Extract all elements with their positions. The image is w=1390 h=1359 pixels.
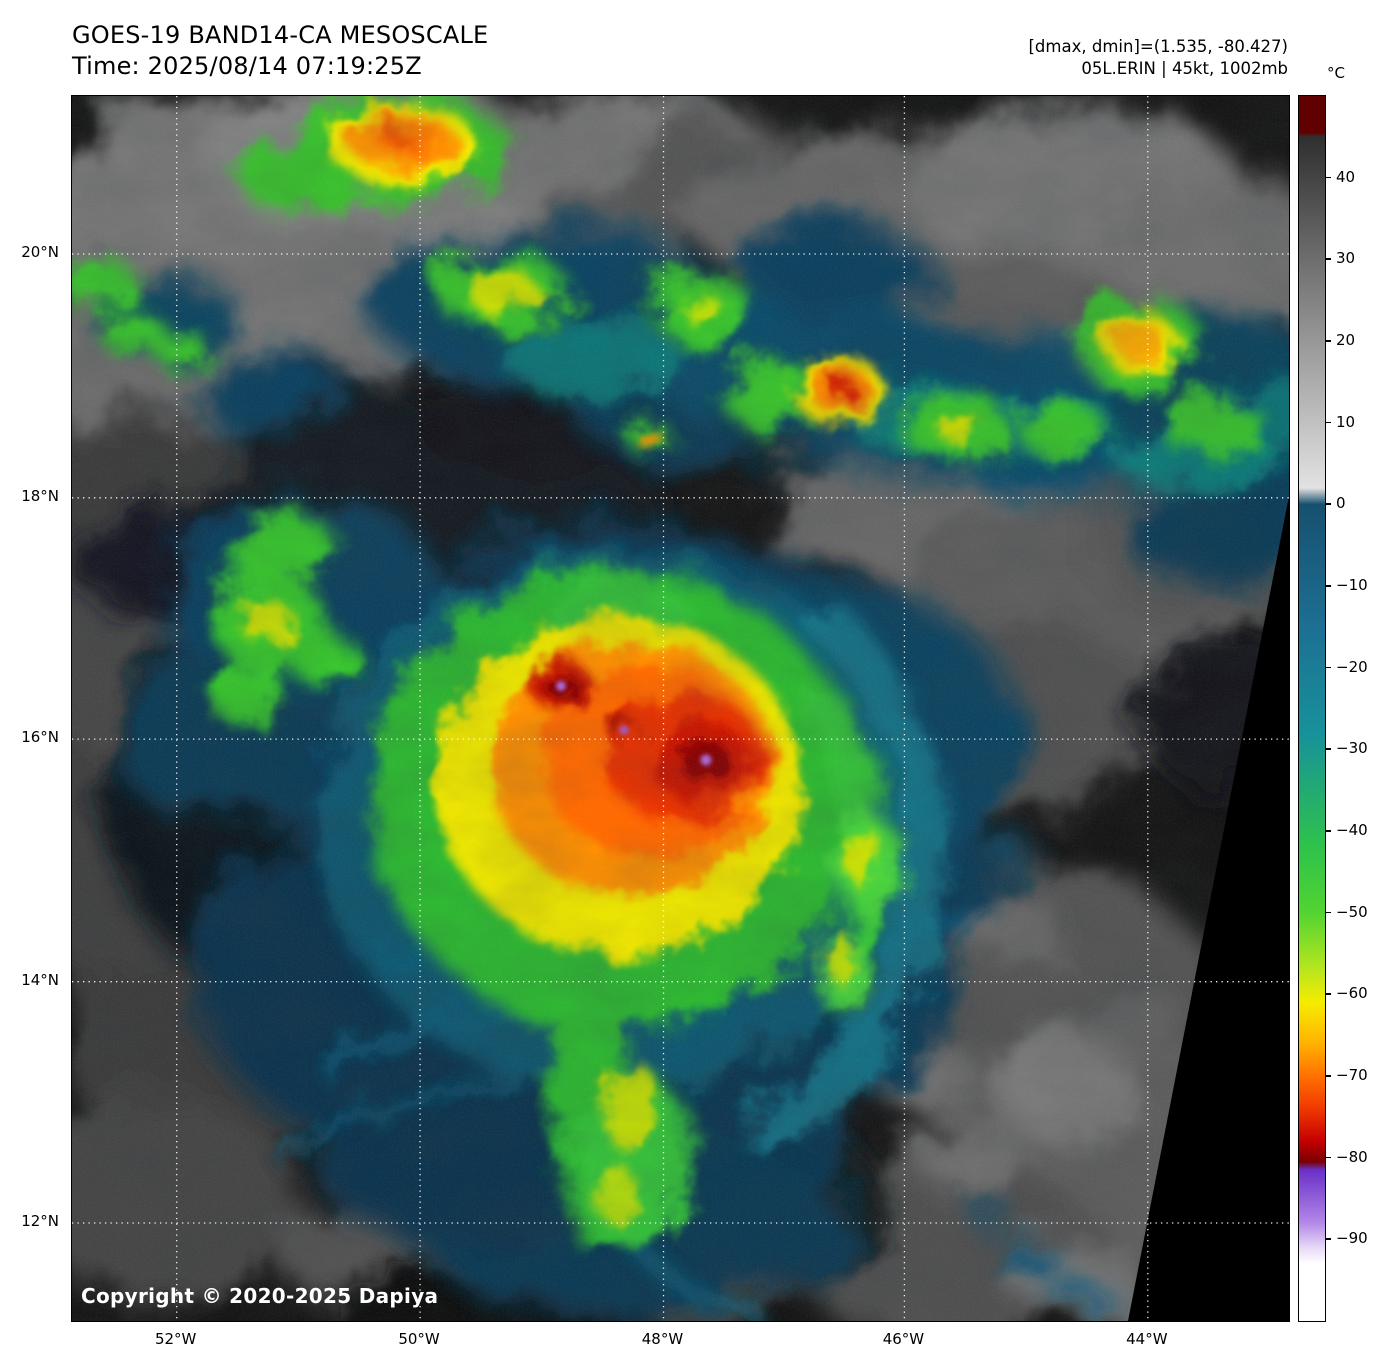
- colorbar-tick-mark: [1326, 176, 1331, 179]
- colorbar-tick-mark: [1326, 585, 1331, 587]
- colorbar-tick-mark: [1326, 993, 1331, 995]
- colorbar-tick-label: −50: [1336, 902, 1368, 921]
- colorbar-tick-mark: [1326, 258, 1331, 260]
- info-block: [dmax, dmin]=(1.535, -80.427) 05L.ERIN |…: [1029, 36, 1289, 80]
- colorbar-tick-mark: [1326, 1156, 1331, 1159]
- satellite-map: Copyright © 2020-2025 Dapiya: [71, 95, 1290, 1322]
- colorbar-tick-label: −70: [1336, 1066, 1368, 1084]
- colorbar-tick-label: 40: [1336, 167, 1356, 186]
- lat-label: 20°N: [21, 243, 59, 262]
- colorbar-unit: °C: [1327, 64, 1345, 82]
- colorbar-tick-label: 10: [1336, 412, 1356, 431]
- colorbar-tick-label: −60: [1336, 984, 1368, 1003]
- colorbar-tick-mark: [1326, 748, 1331, 750]
- title-block: GOES-19 BAND14-CA MESOSCALE Time: 2025/0…: [72, 20, 488, 82]
- colorbar-tick-mark: [1326, 911, 1331, 914]
- lat-label: 16°N: [21, 728, 59, 747]
- lon-label: 44°W: [1126, 1330, 1168, 1348]
- colorbar-tick-label: 30: [1336, 249, 1356, 268]
- colorbar-tick-mark: [1326, 1075, 1331, 1077]
- lon-label: 46°W: [882, 1330, 925, 1348]
- colorbar-tick-label: 20: [1336, 331, 1356, 349]
- colorbar-tick-label: 0: [1336, 494, 1346, 513]
- satellite-imagery: [72, 96, 1289, 1321]
- lon-label: 50°W: [398, 1330, 440, 1348]
- colorbar-tick-label: −20: [1336, 657, 1368, 676]
- lat-label: 12°N: [21, 1212, 59, 1230]
- colorbar-tick-mark: [1326, 830, 1331, 832]
- colorbar-tick-mark: [1326, 503, 1331, 505]
- colorbar-tick-mark: [1326, 340, 1331, 342]
- lat-label: 14°N: [21, 970, 59, 989]
- dmax-dmin-readout: [dmax, dmin]=(1.535, -80.427): [1028, 37, 1289, 56]
- product-title: GOES-19 BAND14-CA MESOSCALE: [72, 21, 489, 49]
- colorbar-tick-mark: [1326, 421, 1331, 424]
- latlon-grid: [72, 96, 1289, 1321]
- copyright-watermark: Copyright © 2020-2025 Dapiya: [81, 1284, 439, 1308]
- longitude-axis: 52°W 50°W 48°W 46°W 44°W: [71, 1330, 1288, 1356]
- timestamp: Time: 2025/08/14 07:19:25Z: [72, 52, 422, 80]
- colorbar-tick-label: −30: [1336, 739, 1368, 758]
- latitude-axis: 20°N 18°N 16°N 14°N 12°N: [0, 95, 65, 1320]
- colorbar: [1298, 95, 1326, 1322]
- lon-label: 52°W: [154, 1330, 197, 1348]
- colorbar-tick-label: −10: [1336, 576, 1368, 594]
- colorbar-tick-mark: [1326, 666, 1331, 669]
- sensor-grain-overlay: [72, 96, 1289, 1321]
- colorbar-tick-label: −80: [1336, 1147, 1368, 1166]
- lon-label: 48°W: [641, 1330, 684, 1348]
- storm-status: 05L.ERIN | 45kt, 1002mb: [1081, 59, 1288, 78]
- lat-label: 18°N: [21, 486, 59, 505]
- colorbar-tick-mark: [1326, 1238, 1331, 1240]
- colorbar-tick-label: −40: [1336, 821, 1368, 839]
- colorbar-tick-label: −90: [1336, 1229, 1368, 1248]
- scan-edge-mask: [1128, 496, 1289, 1321]
